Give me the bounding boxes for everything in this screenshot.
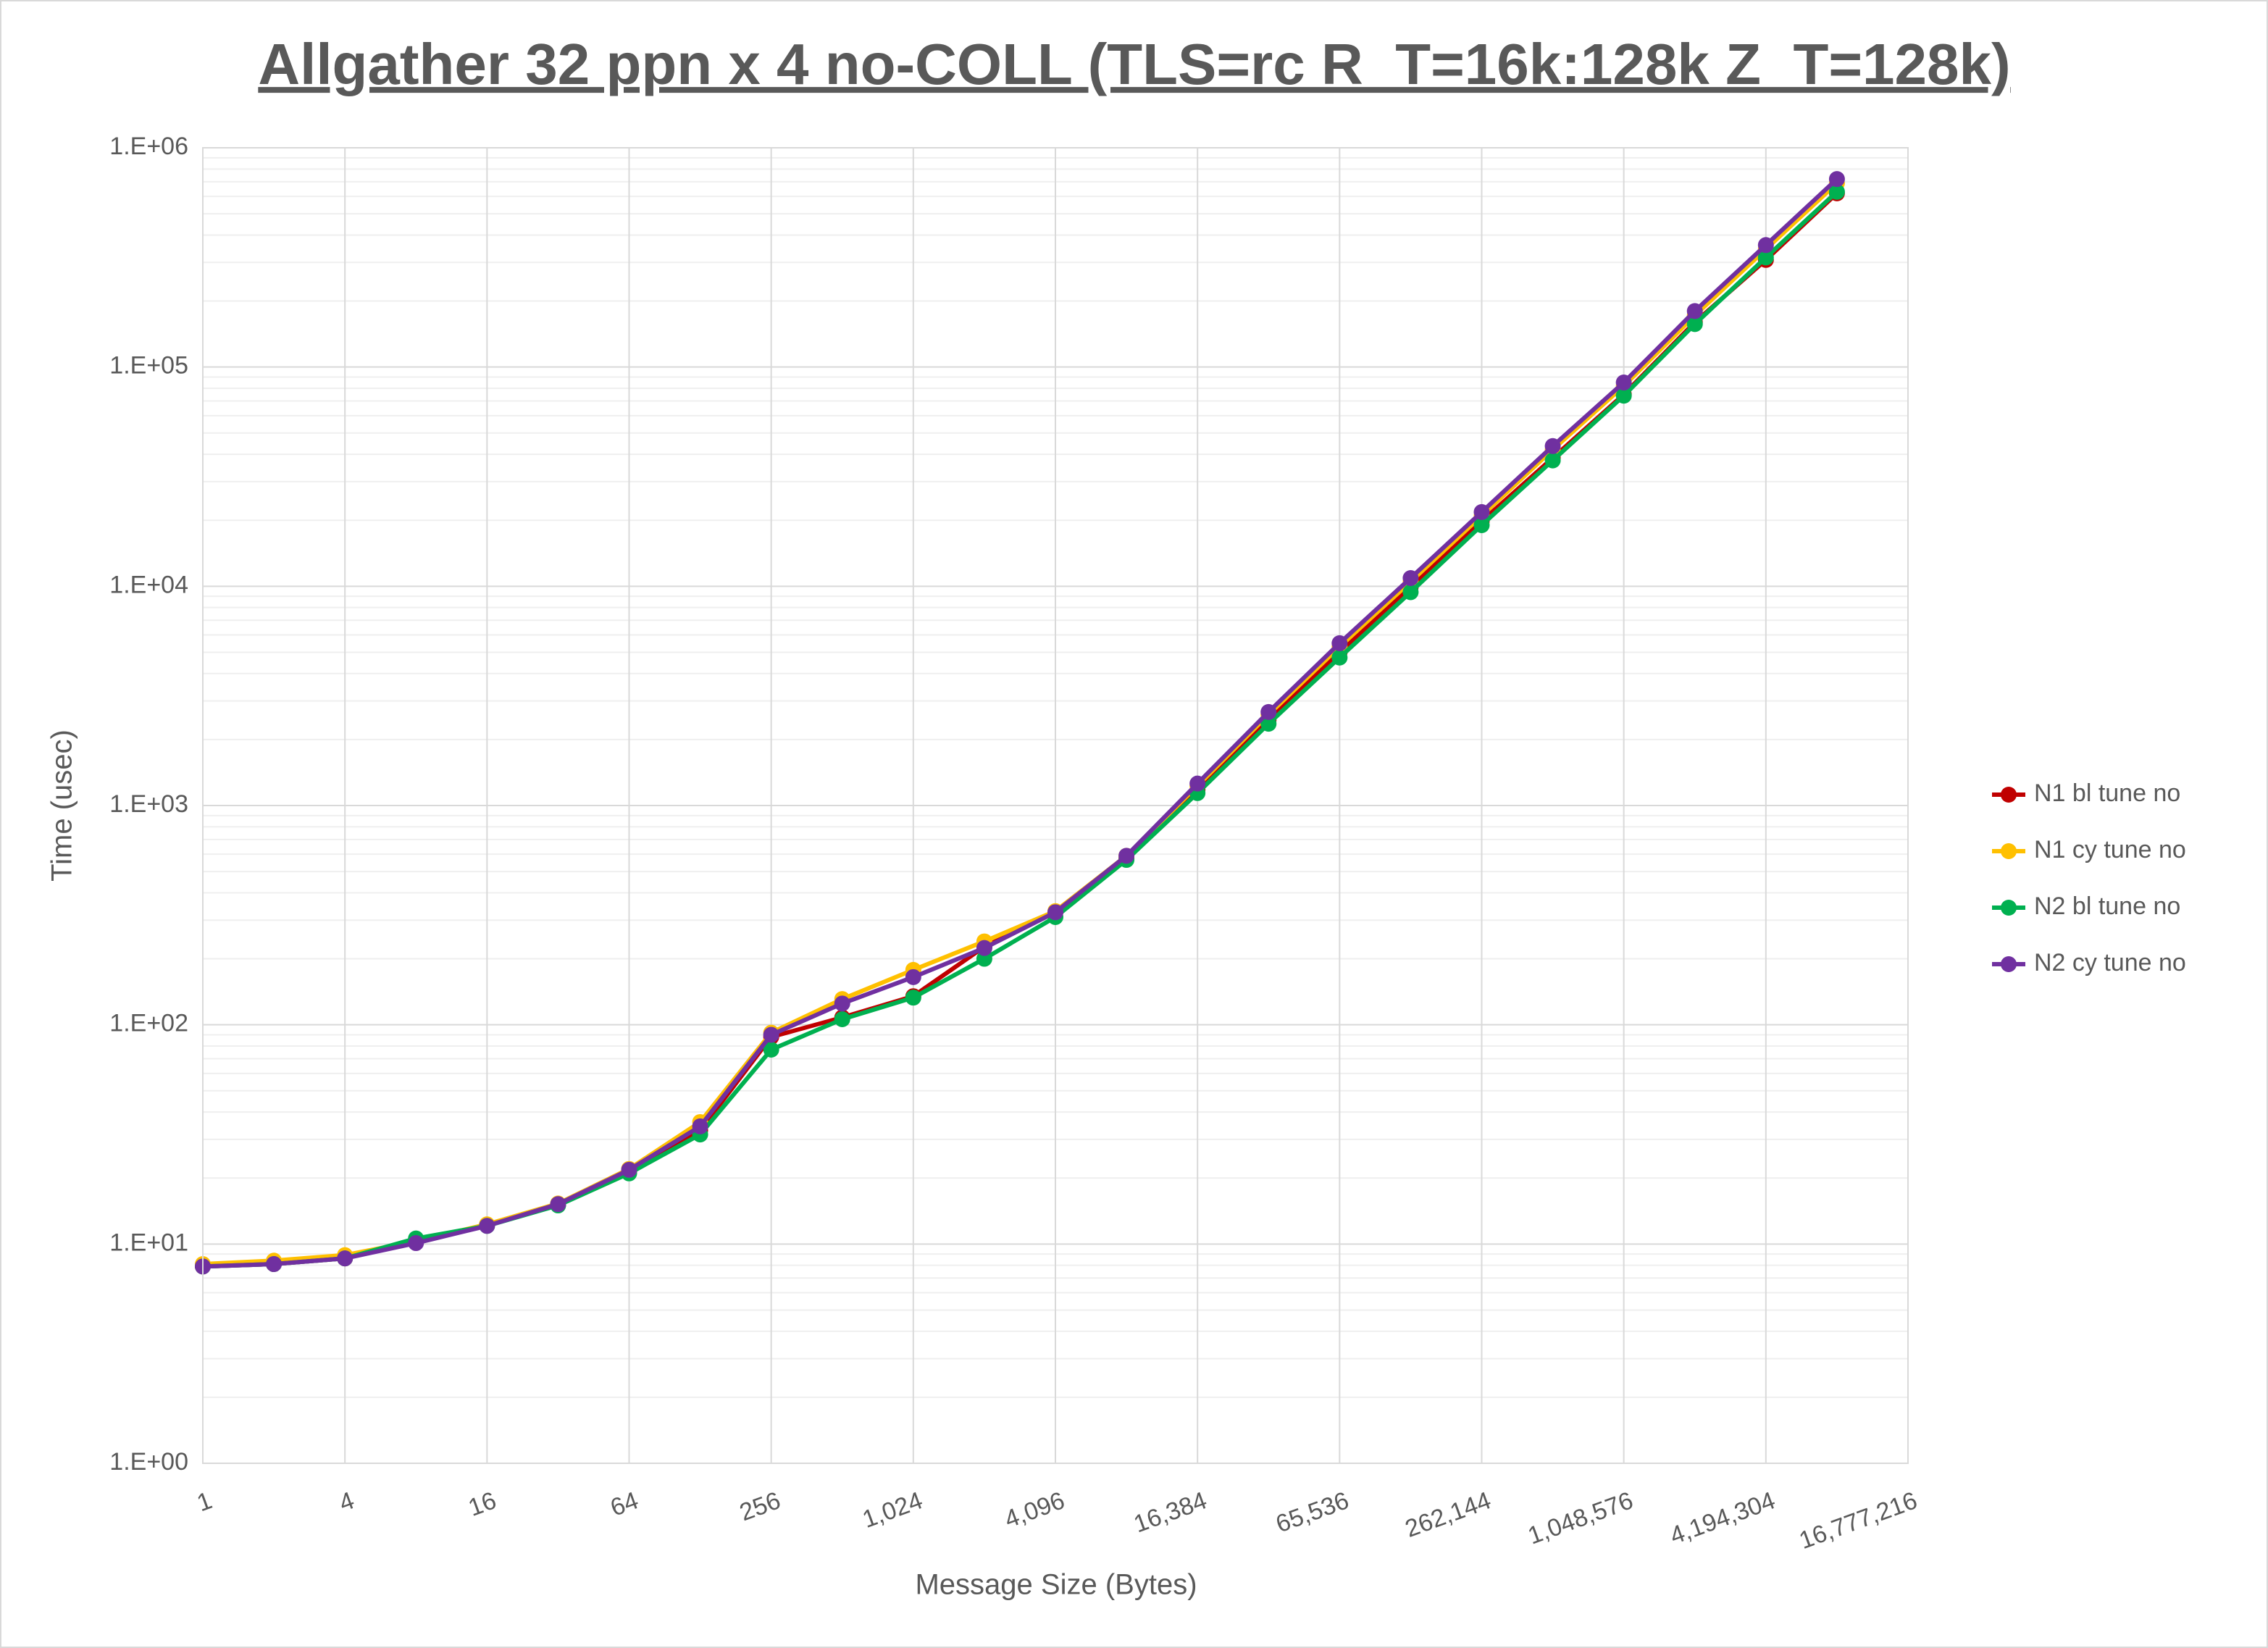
data-point [337,1250,353,1267]
data-point [905,969,921,985]
y-tick-label: 1.E+03 [109,790,188,818]
data-point [621,1161,637,1178]
x-axis-title: Message Size (Bytes) [915,1569,1197,1601]
data-point [905,990,921,1006]
legend-label: N2 cy tune no [2034,949,2186,976]
data-point [1828,183,1845,200]
data-point [479,1218,495,1234]
data-point [1615,388,1632,404]
data-point [1331,649,1348,666]
legend-label: N1 cy tune no [2034,836,2186,863]
legend-label: N2 bl tune no [2034,892,2180,920]
data-point [266,1256,283,1273]
data-point [408,1235,424,1252]
y-axis-title: Time (usec) [46,729,78,882]
data-point [1260,716,1277,732]
data-point [1189,775,1206,792]
data-point [834,1011,850,1028]
data-point [1331,635,1348,651]
chart-title: Allgather 32 ppn x 4 no-COLL (TLS=rc R_T… [258,32,2010,96]
y-tick-label: 1.E+05 [109,352,188,380]
data-point [763,1026,779,1043]
data-point [1118,848,1135,864]
data-point [834,995,850,1012]
data-point [1686,303,1703,319]
legend-marker [2001,956,2017,972]
data-point [1260,703,1277,720]
data-point [1686,316,1703,332]
data-point [1473,516,1490,533]
series-line [202,177,1838,1269]
data-point [1615,375,1632,391]
data-point [1757,249,1774,266]
data-point [1544,452,1561,469]
legend-marker [2001,787,2017,803]
y-tick-label: 1.E+06 [109,133,188,160]
data-point [1544,438,1561,454]
data-point [976,940,992,956]
data-point [1047,904,1063,921]
data-point [1402,584,1419,601]
data-point [1402,570,1419,587]
data-point [1828,171,1845,188]
legend-marker [2001,900,2017,916]
data-point [1757,237,1774,254]
data-point [692,1118,708,1134]
y-tick-label: 1.E+00 [109,1448,188,1476]
data-point [550,1196,566,1213]
data-point [1473,503,1490,520]
data-point [763,1042,779,1058]
y-tick-label: 1.E+01 [109,1229,188,1256]
y-tick-label: 1.E+02 [109,1010,188,1037]
plot-frame [202,147,1909,1464]
legend-marker [2001,843,2017,859]
legend-label: N1 bl tune no [2034,779,2180,807]
y-tick-label: 1.E+04 [109,571,188,598]
